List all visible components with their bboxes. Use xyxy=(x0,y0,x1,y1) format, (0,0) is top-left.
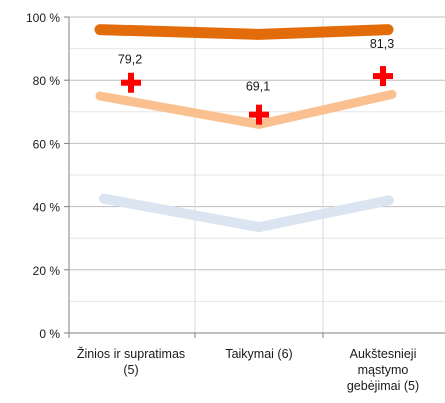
x-category-label: mąstymo xyxy=(358,363,409,377)
data-marker xyxy=(121,72,141,93)
series-line-mid_band xyxy=(95,89,397,129)
marker-bar-v xyxy=(256,104,262,125)
x-category-label: gebėjimai (5) xyxy=(347,379,419,393)
x-category-label: (5) xyxy=(123,363,138,377)
data-label: 79,2 xyxy=(118,53,142,67)
data-label: 81,3 xyxy=(370,37,394,51)
series-line-top_band xyxy=(94,24,394,40)
series xyxy=(94,24,397,233)
y-tick-label: 20 % xyxy=(33,264,61,278)
data-label: 69,1 xyxy=(246,80,270,94)
data-marker xyxy=(249,104,269,125)
marker-bar-v xyxy=(380,66,386,87)
x-category-label: Taikymai (6) xyxy=(225,347,292,361)
y-tick-label: 60 % xyxy=(33,137,61,151)
x-category-label: Aukštesnieji xyxy=(350,347,417,361)
labels: 0 % 20 % 40 % 60 % 80 % 100 % Žinios ir suprat… xyxy=(26,11,419,393)
x-category-label: Žinios ir supratimas xyxy=(77,346,185,361)
marker-bar-v xyxy=(128,72,134,93)
y-tick-label: 100 % xyxy=(26,11,60,25)
data-marker xyxy=(373,66,393,87)
y-tick-label: 80 % xyxy=(33,74,61,88)
series-line-low_band xyxy=(99,193,394,233)
axes xyxy=(64,16,445,338)
y-tick-label: 0 % xyxy=(39,327,60,341)
y-tick-label: 40 % xyxy=(33,201,61,215)
